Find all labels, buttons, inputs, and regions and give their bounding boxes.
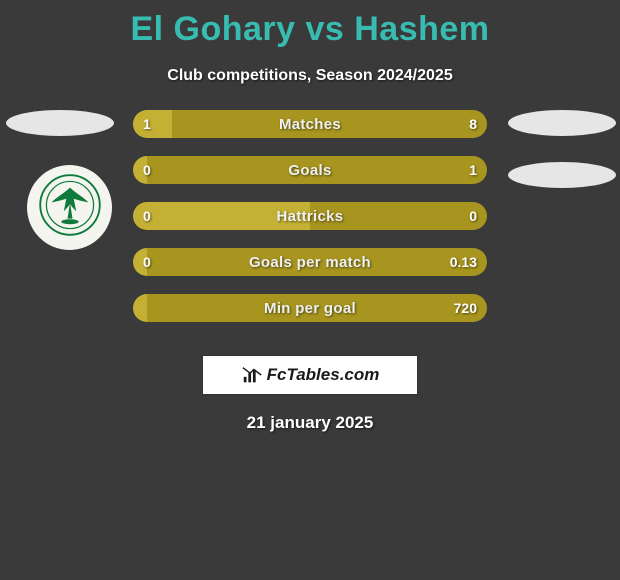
stat-value-right: 1 xyxy=(469,156,477,184)
bar-chart-icon xyxy=(241,364,263,386)
eagle-crest-icon xyxy=(39,174,101,241)
date-line: 21 january 2025 xyxy=(0,413,620,433)
player-right-placeholder-2 xyxy=(508,162,616,188)
player-left-placeholder xyxy=(6,110,114,136)
stat-bar: 0Goals per match0.13 xyxy=(133,248,487,276)
stat-value-right: 8 xyxy=(469,110,477,138)
stat-bar: 0Hattricks0 xyxy=(133,202,487,230)
stat-bars: 1Matches80Goals10Hattricks00Goals per ma… xyxy=(133,110,487,322)
stat-label: Hattricks xyxy=(133,202,487,230)
player-right-placeholder-1 xyxy=(508,110,616,136)
brand-text: FcTables.com xyxy=(267,365,380,385)
subtitle: Club competitions, Season 2024/2025 xyxy=(0,49,620,85)
page-title: El Gohary vs Hashem xyxy=(0,0,620,49)
stat-label: Matches xyxy=(133,110,487,138)
stat-label: Goals xyxy=(133,156,487,184)
stat-value-right: 0.13 xyxy=(450,248,477,276)
stat-bar: Min per goal720 xyxy=(133,294,487,322)
stat-bar: 0Goals1 xyxy=(133,156,487,184)
club-badge-left xyxy=(27,165,112,250)
stat-label: Min per goal xyxy=(133,294,487,322)
stat-value-right: 720 xyxy=(454,294,477,322)
stat-label: Goals per match xyxy=(133,248,487,276)
stat-bar: 1Matches8 xyxy=(133,110,487,138)
stat-value-right: 0 xyxy=(469,202,477,230)
brand-box: FcTables.com xyxy=(202,355,418,395)
